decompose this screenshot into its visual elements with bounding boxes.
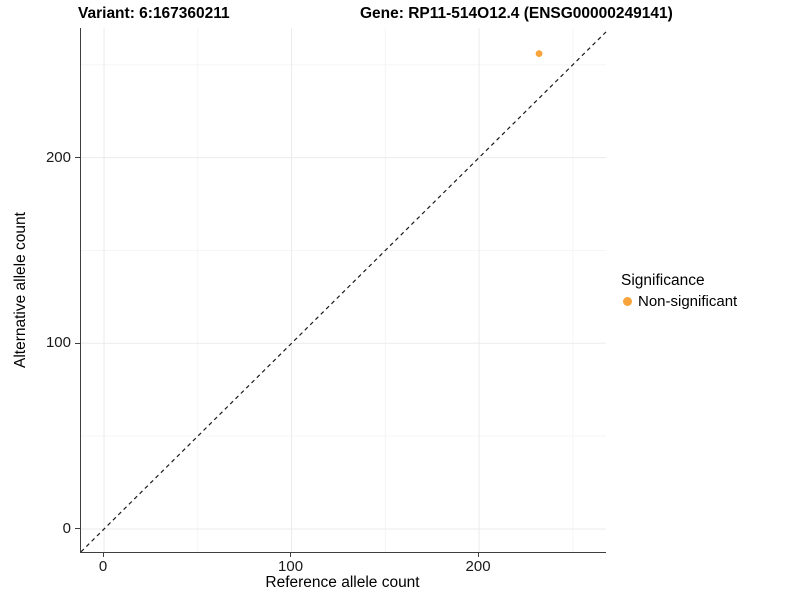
y-tick-label: 100 [45,334,71,352]
x-tick-label: 200 [465,558,491,575]
plot-title-gene: Gene: RP11-514O12.4 (ENSG00000249141) [360,5,673,22]
plot-panel [80,28,607,553]
y-tick-mark [75,528,80,530]
y-tick-mark [75,157,80,159]
legend-entry-label: Non-significant [638,293,738,310]
legend-key-dot-icon [623,297,632,306]
y-tick-label: 0 [62,519,71,537]
plot-canvas [80,28,607,553]
legend-entry: Non-significant [621,293,737,310]
legend-entries: Non-significant [621,293,737,310]
plot-title-variant: Variant: 6:167360211 [78,5,230,22]
x-axis-title: Reference allele count [265,574,420,591]
identity-line [80,31,607,553]
x-tick-label: 100 [278,558,304,575]
x-tick-mark [477,552,479,557]
x-tick-mark [290,552,292,557]
y-tick-mark [75,342,80,344]
data-point [535,50,543,58]
legend-title: Significance [621,272,705,289]
y-tick-label: 200 [45,148,71,166]
x-tick-label: 0 [98,558,108,575]
x-tick-mark [102,552,104,557]
legend: Significance Non-significant [621,271,737,310]
